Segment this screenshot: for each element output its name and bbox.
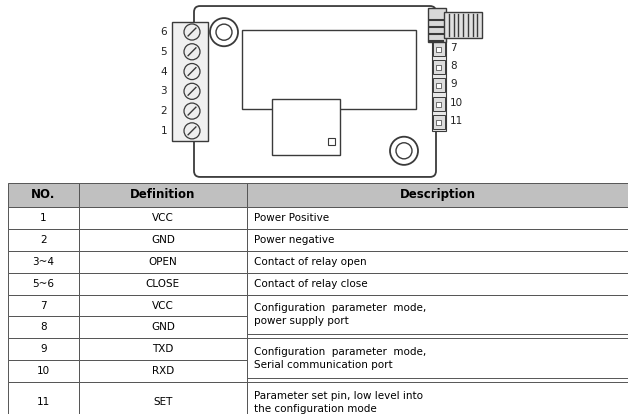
Text: Power Positive: Power Positive: [254, 213, 329, 223]
Text: 3~4: 3~4: [32, 257, 54, 267]
Bar: [79, 183, 247, 207]
Bar: [79, 317, 247, 339]
Text: OPEN: OPEN: [148, 257, 177, 267]
Text: 6: 6: [160, 27, 167, 37]
Text: 10: 10: [37, 366, 50, 376]
Text: 2: 2: [40, 235, 46, 245]
Text: NO.: NO.: [31, 188, 55, 201]
Circle shape: [216, 24, 232, 40]
Bar: [242, 30, 416, 109]
Text: GND: GND: [151, 322, 175, 332]
Bar: [8, 339, 79, 360]
Bar: [8, 207, 79, 229]
Text: 7: 7: [450, 43, 457, 53]
Bar: [432, 38, 446, 131]
Bar: [247, 382, 628, 416]
Text: 8: 8: [450, 61, 457, 72]
FancyBboxPatch shape: [194, 6, 436, 177]
Bar: [8, 295, 79, 317]
Text: VCC: VCC: [152, 213, 174, 223]
Circle shape: [184, 83, 200, 99]
Bar: [433, 60, 445, 74]
Bar: [444, 12, 482, 38]
Bar: [8, 251, 79, 272]
Text: 9: 9: [450, 79, 457, 89]
Bar: [79, 251, 247, 272]
Text: TXD: TXD: [152, 344, 174, 354]
Bar: [8, 360, 79, 382]
Circle shape: [184, 123, 200, 139]
Bar: [436, 102, 441, 106]
Bar: [247, 339, 628, 378]
Bar: [247, 229, 628, 251]
Bar: [436, 65, 441, 70]
Bar: [272, 99, 340, 155]
Text: 7: 7: [40, 300, 46, 310]
Bar: [79, 382, 247, 416]
Text: 1: 1: [40, 213, 46, 223]
Bar: [433, 79, 445, 92]
Bar: [172, 22, 208, 141]
Text: VCC: VCC: [152, 300, 174, 310]
Text: 5: 5: [160, 47, 167, 57]
Text: 5~6: 5~6: [32, 279, 54, 289]
Bar: [8, 382, 79, 416]
Circle shape: [184, 103, 200, 119]
Bar: [247, 183, 628, 207]
Circle shape: [396, 143, 412, 159]
Text: 8: 8: [40, 322, 46, 332]
Bar: [433, 42, 445, 56]
Bar: [436, 84, 441, 89]
Bar: [8, 183, 79, 207]
Text: 1: 1: [160, 126, 167, 136]
Text: Parameter set pin, low level into
the configuration mode: Parameter set pin, low level into the co…: [254, 391, 423, 414]
Circle shape: [390, 137, 418, 165]
Text: Definition: Definition: [130, 188, 195, 201]
Bar: [79, 295, 247, 317]
Bar: [79, 272, 247, 295]
Text: Description: Description: [399, 188, 476, 201]
Bar: [8, 229, 79, 251]
Bar: [8, 317, 79, 339]
Circle shape: [184, 44, 200, 60]
Bar: [247, 295, 628, 334]
Text: Configuration  parameter  mode,
Serial communication port: Configuration parameter mode, Serial com…: [254, 347, 426, 370]
Bar: [436, 47, 441, 52]
Bar: [436, 120, 441, 125]
Bar: [247, 272, 628, 295]
Bar: [8, 272, 79, 295]
Text: Contact of relay open: Contact of relay open: [254, 257, 367, 267]
Text: 3: 3: [160, 86, 167, 97]
Text: 9: 9: [40, 344, 46, 354]
Text: 4: 4: [160, 67, 167, 77]
Text: Configuration  parameter  mode,
power supply port: Configuration parameter mode, power supp…: [254, 303, 426, 326]
Text: 10: 10: [450, 97, 463, 108]
Bar: [247, 251, 628, 272]
Bar: [79, 360, 247, 382]
Circle shape: [184, 24, 200, 40]
Text: GND: GND: [151, 235, 175, 245]
Text: Contact of relay close: Contact of relay close: [254, 279, 368, 289]
Bar: [433, 115, 445, 129]
Bar: [433, 97, 445, 111]
Text: 2: 2: [160, 106, 167, 116]
Circle shape: [210, 18, 238, 46]
Text: 11: 11: [37, 397, 50, 407]
Bar: [247, 207, 628, 229]
Bar: [79, 229, 247, 251]
Bar: [79, 339, 247, 360]
Bar: [428, 8, 446, 42]
Bar: [79, 207, 247, 229]
Text: Power negative: Power negative: [254, 235, 335, 245]
Text: 11: 11: [450, 116, 463, 126]
Text: CLOSE: CLOSE: [146, 279, 180, 289]
Text: RXD: RXD: [152, 366, 174, 376]
Text: SET: SET: [153, 397, 172, 407]
Circle shape: [184, 64, 200, 79]
Bar: [328, 138, 335, 145]
